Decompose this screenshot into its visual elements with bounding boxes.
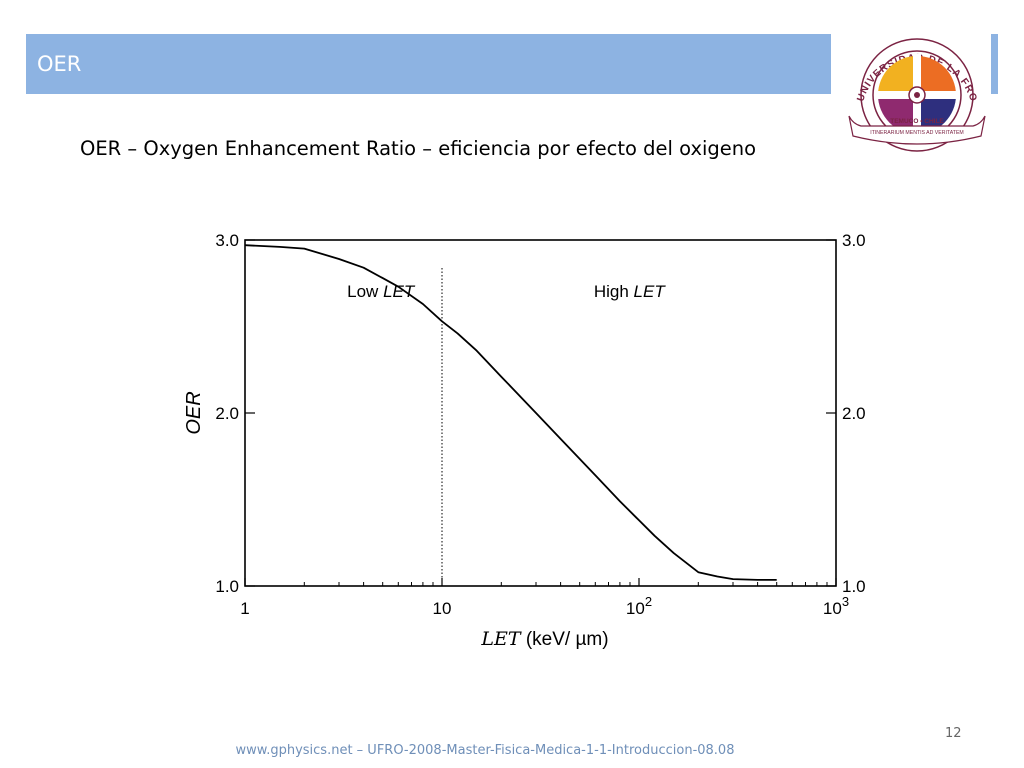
logo-city: TEMUCO • CHILE — [890, 118, 944, 125]
footer-text: www.gphysics.net – UFRO-2008-Master-Fisi… — [235, 743, 735, 758]
y-axis-label: OER — [183, 391, 205, 434]
logo-motto: ITINERARIUM MENTIS AD VERITATEM — [870, 130, 963, 136]
y-tick-label-right: 2.0 — [842, 404, 866, 423]
y-tick-label-left: 3.0 — [215, 231, 239, 250]
x-tick-label: 1 — [240, 599, 249, 618]
oer-curve — [244, 244, 777, 581]
slide-title: OER — [37, 52, 82, 76]
y-tick-label-left: 1.0 — [215, 577, 239, 596]
y-tick-label-left: 2.0 — [215, 404, 239, 423]
x-tick-label: 102 — [626, 594, 652, 618]
page-number: 12 — [945, 726, 962, 741]
plot-frame — [244, 239, 837, 587]
logo-cross — [876, 54, 958, 136]
university-seal-icon: UNIVERSIDAD DE LA FRONTERA ITINERARIUM M… — [827, 12, 986, 152]
region-label: High LET — [594, 282, 666, 301]
footer-citation: www.gphysics.net – UFRO-2008-Master-Fisi… — [0, 743, 1024, 758]
x-tick-label: 10 — [433, 599, 452, 618]
y-tick-label-right: 1.0 — [842, 577, 866, 596]
university-logo: UNIVERSIDAD DE LA FRONTERA ITINERARIUM M… — [827, 12, 991, 158]
x-axis-label: LET (keV/ µm) — [480, 628, 608, 650]
y-tick-label-right: 3.0 — [842, 231, 866, 250]
region-label: Low LET — [347, 282, 416, 301]
x-tick-label: 103 — [823, 594, 849, 618]
slide-subtitle: OER – Oxygen Enhancement Ratio – eficien… — [80, 137, 757, 160]
